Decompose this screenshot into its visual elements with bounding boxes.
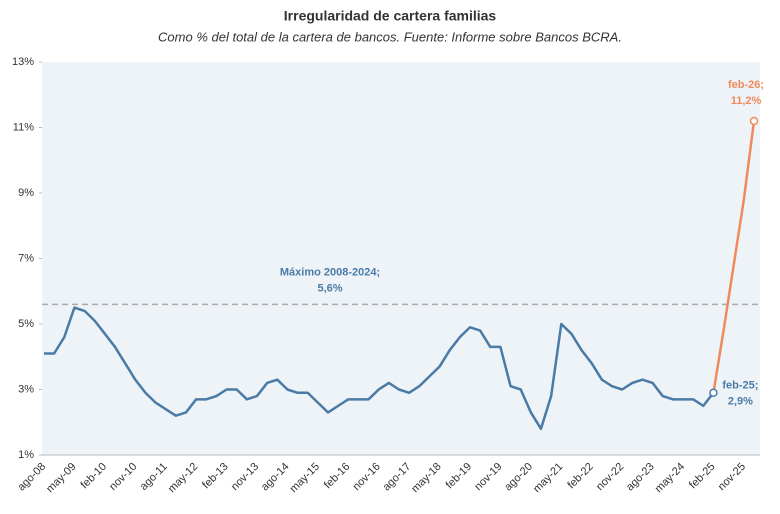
x-tick-label: ago-08 [15,461,48,494]
x-tick-label: ago-14 [259,461,292,494]
y-tick-label: 9% [18,187,34,199]
annotation: Máximo 2008-2024; [280,266,380,278]
annotation: feb-26; [728,79,764,91]
x-tick-label: feb-25 [687,461,718,492]
annotation: 5,6% [317,282,342,294]
x-tick-label: feb-19 [444,461,475,492]
x-tick-label: feb-10 [78,461,109,492]
y-tick-label: 1% [18,449,34,461]
y-tick-label: 7% [18,252,34,264]
annotation: feb-25; [722,380,758,392]
series-line [44,306,715,431]
chart-title: Irregularidad de cartera familias [284,8,497,24]
x-tick-label: may-15 [288,461,322,495]
annotation: 11,2% [731,95,762,107]
x-tick-label: nov-16 [351,461,383,493]
y-tick-label: 3% [18,383,34,395]
x-tick-label: nov-22 [594,461,626,493]
x-tick-label: may-21 [531,461,565,495]
chart-subtitle: Como % del total de la cartera de bancos… [158,29,622,44]
x-tick-label: ago-23 [624,461,657,494]
x-tick-label: feb-22 [565,461,596,492]
x-tick-label: may-12 [166,461,200,495]
x-tick-label: feb-13 [200,461,231,492]
x-tick-label: nov-19 [472,461,504,493]
point-marker [749,116,759,126]
x-tick-label: may-18 [409,461,443,495]
x-tick-label: may-09 [44,461,78,495]
x-tick-label: feb-16 [322,461,353,492]
y-tick-label: 11% [13,121,34,133]
y-tick-label: 13% [12,56,34,68]
annotation: 2,9% [728,396,753,408]
x-tick-label: nov-25 [716,461,748,493]
x-tick-label: nov-13 [229,461,261,493]
x-tick-label: ago-20 [502,461,535,494]
y-tick-label: 5% [18,318,34,330]
x-tick-label: ago-17 [381,461,414,494]
point-marker [709,388,718,398]
x-tick-label: ago-11 [138,461,170,493]
x-tick-label: nov-10 [107,461,139,493]
x-tick-label: may-24 [653,461,687,495]
series-line [712,120,756,393]
